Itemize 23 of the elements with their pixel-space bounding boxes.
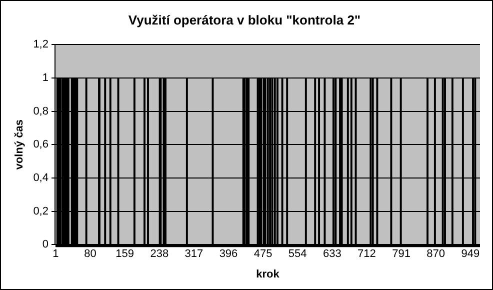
y-tick-label: 0,8 (33, 105, 48, 118)
y-tick-label: 0,4 (33, 172, 48, 184)
chart-title: Využití operátora v bloku "kontrola 2" (128, 12, 361, 28)
x-tick-label: 80 (84, 248, 96, 260)
y-tick-label: 0,2 (33, 205, 48, 218)
x-axis-title: krok (256, 268, 280, 280)
x-tick-label: 633 (322, 248, 342, 260)
x-tick-label: 791 (392, 248, 410, 260)
x-tick-label: 949 (461, 248, 480, 260)
x-tick-label: 238 (150, 248, 169, 260)
x-tick-label: 712 (358, 248, 376, 260)
x-tick-label: 554 (288, 248, 307, 260)
x-tick-label: 396 (219, 248, 238, 260)
x-tick-label: 317 (184, 248, 204, 260)
y-tick-label: 1,2 (33, 38, 48, 51)
y-axis-title: volný čas (14, 120, 26, 170)
y-tick-label: 0 (42, 238, 48, 251)
x-tick-label: 1 (52, 248, 59, 260)
x-tick-label: 475 (254, 248, 272, 260)
x-tick-label: 159 (116, 248, 134, 260)
y-tick-label: 0,6 (33, 138, 48, 151)
x-tick-label: 870 (426, 248, 445, 260)
y-tick-label: 1 (42, 72, 48, 84)
